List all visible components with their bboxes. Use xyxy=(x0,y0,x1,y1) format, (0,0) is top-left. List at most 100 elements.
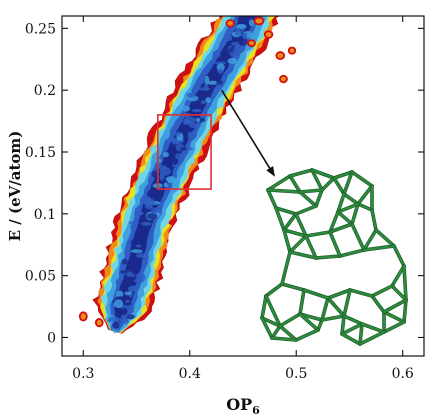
density-texture xyxy=(135,244,142,248)
cluster-bond-highlight xyxy=(298,190,318,208)
cluster-bond-highlight xyxy=(298,288,306,316)
cluster-bond-highlight xyxy=(260,294,268,320)
cluster-bond-highlight xyxy=(342,314,364,326)
density-texture xyxy=(207,80,219,85)
density-island-core xyxy=(265,32,272,37)
density-texture xyxy=(248,19,255,27)
cluster-bond-highlight xyxy=(370,208,378,232)
scatter-islands xyxy=(78,16,297,328)
cluster-bond-highlight xyxy=(298,312,320,332)
density-texture xyxy=(246,2,250,9)
density-texture xyxy=(168,160,179,165)
cluster-bond-highlight xyxy=(402,298,408,324)
y-tick-label: 0.15 xyxy=(25,145,56,161)
density-texture xyxy=(248,0,252,3)
cluster-bond-highlight xyxy=(356,184,374,206)
cluster-bond-highlight xyxy=(270,324,282,340)
cluster-bond-highlight xyxy=(270,336,298,342)
annotation-arrowhead xyxy=(266,166,275,177)
density-texture xyxy=(200,100,207,105)
cluster-bond-highlight xyxy=(282,228,292,254)
cluster-bond-highlight xyxy=(336,202,360,214)
density-texture xyxy=(181,105,191,112)
y-tick-label: 0.05 xyxy=(25,269,56,285)
density-texture xyxy=(255,0,264,8)
density-texture xyxy=(237,7,247,14)
density-texture xyxy=(146,189,159,198)
cluster-bond-highlight xyxy=(332,170,354,180)
cluster-bond-highlight xyxy=(282,228,308,238)
cluster-bond-highlight xyxy=(382,310,406,324)
density-island-core xyxy=(227,20,234,26)
density-texture xyxy=(216,80,223,85)
density-texture xyxy=(131,221,137,224)
density-texture xyxy=(187,131,193,140)
cluster-bond-highlight xyxy=(328,230,342,258)
cluster-bond-highlight xyxy=(358,322,364,346)
cluster-bond-highlight xyxy=(328,222,354,234)
density-texture xyxy=(163,182,168,188)
cluster-bond-highlight xyxy=(320,314,346,322)
cluster-bond-highlight xyxy=(266,188,302,194)
density-texture xyxy=(235,30,242,36)
density-texture xyxy=(235,24,247,29)
cluster-bond-highlight xyxy=(304,230,332,238)
density-texture xyxy=(237,16,246,22)
density-texture xyxy=(215,50,221,58)
density-texture xyxy=(191,108,202,113)
cluster-bond-highlight xyxy=(294,328,320,342)
density-texture xyxy=(136,253,146,258)
cluster-bond-highlight xyxy=(348,288,374,298)
cluster-bond-highlight xyxy=(358,330,386,346)
cluster-bond-highlight xyxy=(304,234,318,260)
cluster-bond-highlight xyxy=(282,212,298,232)
cluster-bond-highlight xyxy=(390,264,406,288)
cluster-bond-highlight xyxy=(294,204,318,216)
density-texture xyxy=(226,35,233,41)
cluster-bond-highlight xyxy=(340,332,362,346)
cluster-bond-highlight xyxy=(336,210,354,226)
cluster-structure-inset xyxy=(260,168,408,346)
cluster-bond-highlight xyxy=(288,168,314,178)
density-island-core xyxy=(277,52,284,59)
cluster-bond-highlight xyxy=(342,170,354,196)
cluster-bond-highlight xyxy=(382,320,406,334)
cluster-bond-highlight xyxy=(280,250,292,286)
cluster-bond-highlight xyxy=(350,222,366,252)
cluster-bond-highlight xyxy=(336,192,346,214)
density-texture xyxy=(127,286,135,292)
cluster-bond-highlight xyxy=(288,174,302,194)
y-axis: 0 0.05 0.1 0.15 0.2 0.25 xyxy=(25,21,424,346)
density-island-core xyxy=(289,48,295,53)
density-texture xyxy=(190,102,196,108)
density-texture xyxy=(121,314,127,318)
cluster-bond-highlight xyxy=(370,294,386,314)
density-texture xyxy=(113,299,124,309)
annotation-arrow xyxy=(221,89,272,171)
density-texture xyxy=(186,119,192,125)
density-texture xyxy=(254,5,261,9)
density-texture xyxy=(159,167,171,176)
cluster-bond-highlight xyxy=(310,168,324,192)
density-texture xyxy=(150,207,160,214)
cluster-bond-highlight xyxy=(314,254,342,260)
plot-frame xyxy=(61,15,425,357)
cluster-bond-highlight xyxy=(328,210,340,234)
cluster-bond-highlight xyxy=(326,288,352,300)
density-island-core xyxy=(249,41,255,46)
density-texture xyxy=(200,78,205,85)
x-axis-label: OP6 xyxy=(226,395,260,415)
x-axis-label-subscript: 6 xyxy=(252,404,260,415)
cluster-bond-highlight xyxy=(382,298,408,314)
density-band xyxy=(110,16,263,333)
y-tick-label: 0 xyxy=(47,330,56,346)
density-texture xyxy=(119,270,128,274)
density-texture xyxy=(130,239,136,246)
cluster-bond-highlight xyxy=(362,228,378,252)
cluster-bond-highlight xyxy=(288,234,308,254)
y-axis-label: E / (eV/atom) xyxy=(6,131,24,242)
x-axis: 0.3 0.4 0.5 0.6 xyxy=(72,16,414,382)
density-texture xyxy=(130,249,143,254)
density-texture xyxy=(109,320,114,324)
x-tick-label: 0.6 xyxy=(392,366,414,382)
